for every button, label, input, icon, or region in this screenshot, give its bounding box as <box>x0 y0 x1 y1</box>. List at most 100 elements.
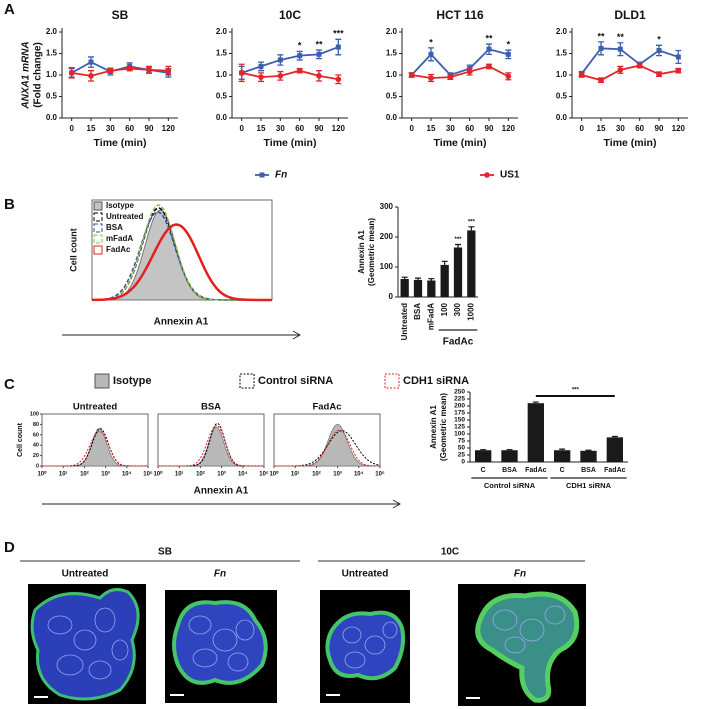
legend-swatch <box>239 373 255 389</box>
x-tick-label: 10⁵ <box>375 472 385 478</box>
micrograph <box>458 584 586 706</box>
series-line <box>71 61 169 74</box>
y-tick-label: 2.0 <box>556 27 568 36</box>
axis-arrow <box>62 330 301 340</box>
legend-swatch <box>93 201 103 211</box>
bar <box>527 403 544 462</box>
marker <box>675 67 682 74</box>
x-tick-label: 10⁴ <box>354 472 364 478</box>
series-line <box>241 69 339 81</box>
micrograph <box>28 584 146 704</box>
legend-label: Fn <box>275 170 287 181</box>
marker <box>486 63 492 70</box>
significance-label: * <box>429 37 433 47</box>
series-line <box>71 67 169 77</box>
chart-title: BSA <box>201 402 221 413</box>
y-tick-label: 20 <box>33 453 39 459</box>
y-tick-label: 50 <box>458 445 466 452</box>
marker <box>146 67 152 73</box>
x-tick-label: 120 <box>672 124 686 133</box>
y-axis-label: Annexin A1 <box>429 405 438 449</box>
marker <box>335 76 342 83</box>
marker <box>258 74 264 80</box>
x-tick-label: 15 <box>257 124 266 133</box>
x-tick-label: mFadA <box>426 303 435 330</box>
histogram-area <box>158 426 264 467</box>
x-tick-label: 0 <box>69 124 74 133</box>
x-tick-label: 10¹ <box>291 471 300 478</box>
y-tick-label: 1.5 <box>556 49 568 58</box>
x-tick-label: 10⁵ <box>259 472 269 478</box>
marker <box>107 67 114 74</box>
bar <box>400 279 409 297</box>
chart-title: Untreated <box>73 402 118 413</box>
group-label: 10C <box>441 547 459 558</box>
x-tick-label: 10⁰ <box>269 471 279 478</box>
chart-title: 10C <box>279 8 301 22</box>
significance-label: ** <box>617 32 625 42</box>
y-tick-label: 1.0 <box>386 70 398 79</box>
chart-title: HCT 116 <box>436 8 484 22</box>
y-tick-label: 25 <box>458 452 466 459</box>
marker <box>617 67 624 73</box>
histogram-line <box>92 223 272 302</box>
legend-marker <box>259 172 265 178</box>
legend-swatch <box>94 373 110 389</box>
y-tick-label: 150 <box>454 417 465 424</box>
axis-arrow <box>42 499 401 509</box>
marker <box>126 65 133 72</box>
significance-label: ** <box>597 31 605 41</box>
y-axis-label: Cell count <box>17 422 24 457</box>
marker <box>675 54 681 60</box>
marker <box>258 63 264 69</box>
y-axis-label: ANXA1 mRNA <box>21 41 32 109</box>
y-tick-label: 0.0 <box>556 113 568 122</box>
x-tick-label: 10³ <box>101 471 110 478</box>
legend-label: US1 <box>500 170 520 181</box>
marker <box>598 77 604 83</box>
x-tick-label: 10¹ <box>175 471 184 478</box>
y-tick-label: 0.0 <box>46 113 58 122</box>
error-bar <box>611 435 618 438</box>
y-tick-label: 0 <box>389 292 394 301</box>
error-bar <box>480 449 487 451</box>
marker <box>598 45 604 51</box>
y-axis-label: (Geometric mean) <box>439 393 448 461</box>
marker <box>408 72 415 78</box>
x-axis-label: Time (min) <box>434 137 487 149</box>
histogram-line <box>158 425 264 467</box>
marker <box>636 62 643 69</box>
y-tick-label: 300 <box>380 202 394 211</box>
x-tick-label: 0 <box>239 124 244 133</box>
legend-label: CDH1 siRNA <box>403 375 469 387</box>
group-label: Control siRNA <box>484 481 536 490</box>
bar <box>453 247 463 297</box>
x-tick-label: 60 <box>295 124 304 133</box>
y-tick-label: 250 <box>454 389 465 396</box>
y-tick-label: 0.5 <box>556 92 568 101</box>
x-axis-label: Annexin A1 <box>194 486 249 497</box>
y-tick-label: 225 <box>454 396 465 403</box>
x-tick-label: 120 <box>502 124 516 133</box>
marker <box>505 51 511 57</box>
x-tick-label: 30 <box>106 124 115 133</box>
y-tick-label: 125 <box>454 424 465 431</box>
significance-label: *** <box>454 237 462 243</box>
panel-label: A <box>4 1 15 18</box>
micrograph <box>320 590 410 703</box>
series-line <box>581 64 679 82</box>
x-tick-label: 15 <box>427 124 436 133</box>
y-tick-label: 1.0 <box>556 70 568 79</box>
histogram-area <box>42 428 148 467</box>
x-tick-label: 300 <box>453 302 462 316</box>
significance-label: *** <box>468 219 476 225</box>
y-tick-label: 200 <box>454 403 465 410</box>
marker <box>296 67 303 74</box>
legend-swatch <box>93 212 103 222</box>
y-tick-label: 40 <box>33 443 39 449</box>
x-tick-label: 1000 <box>466 302 475 320</box>
error-bar <box>455 243 461 248</box>
y-tick-label: 0.5 <box>46 92 58 101</box>
histogram-line <box>274 429 380 467</box>
